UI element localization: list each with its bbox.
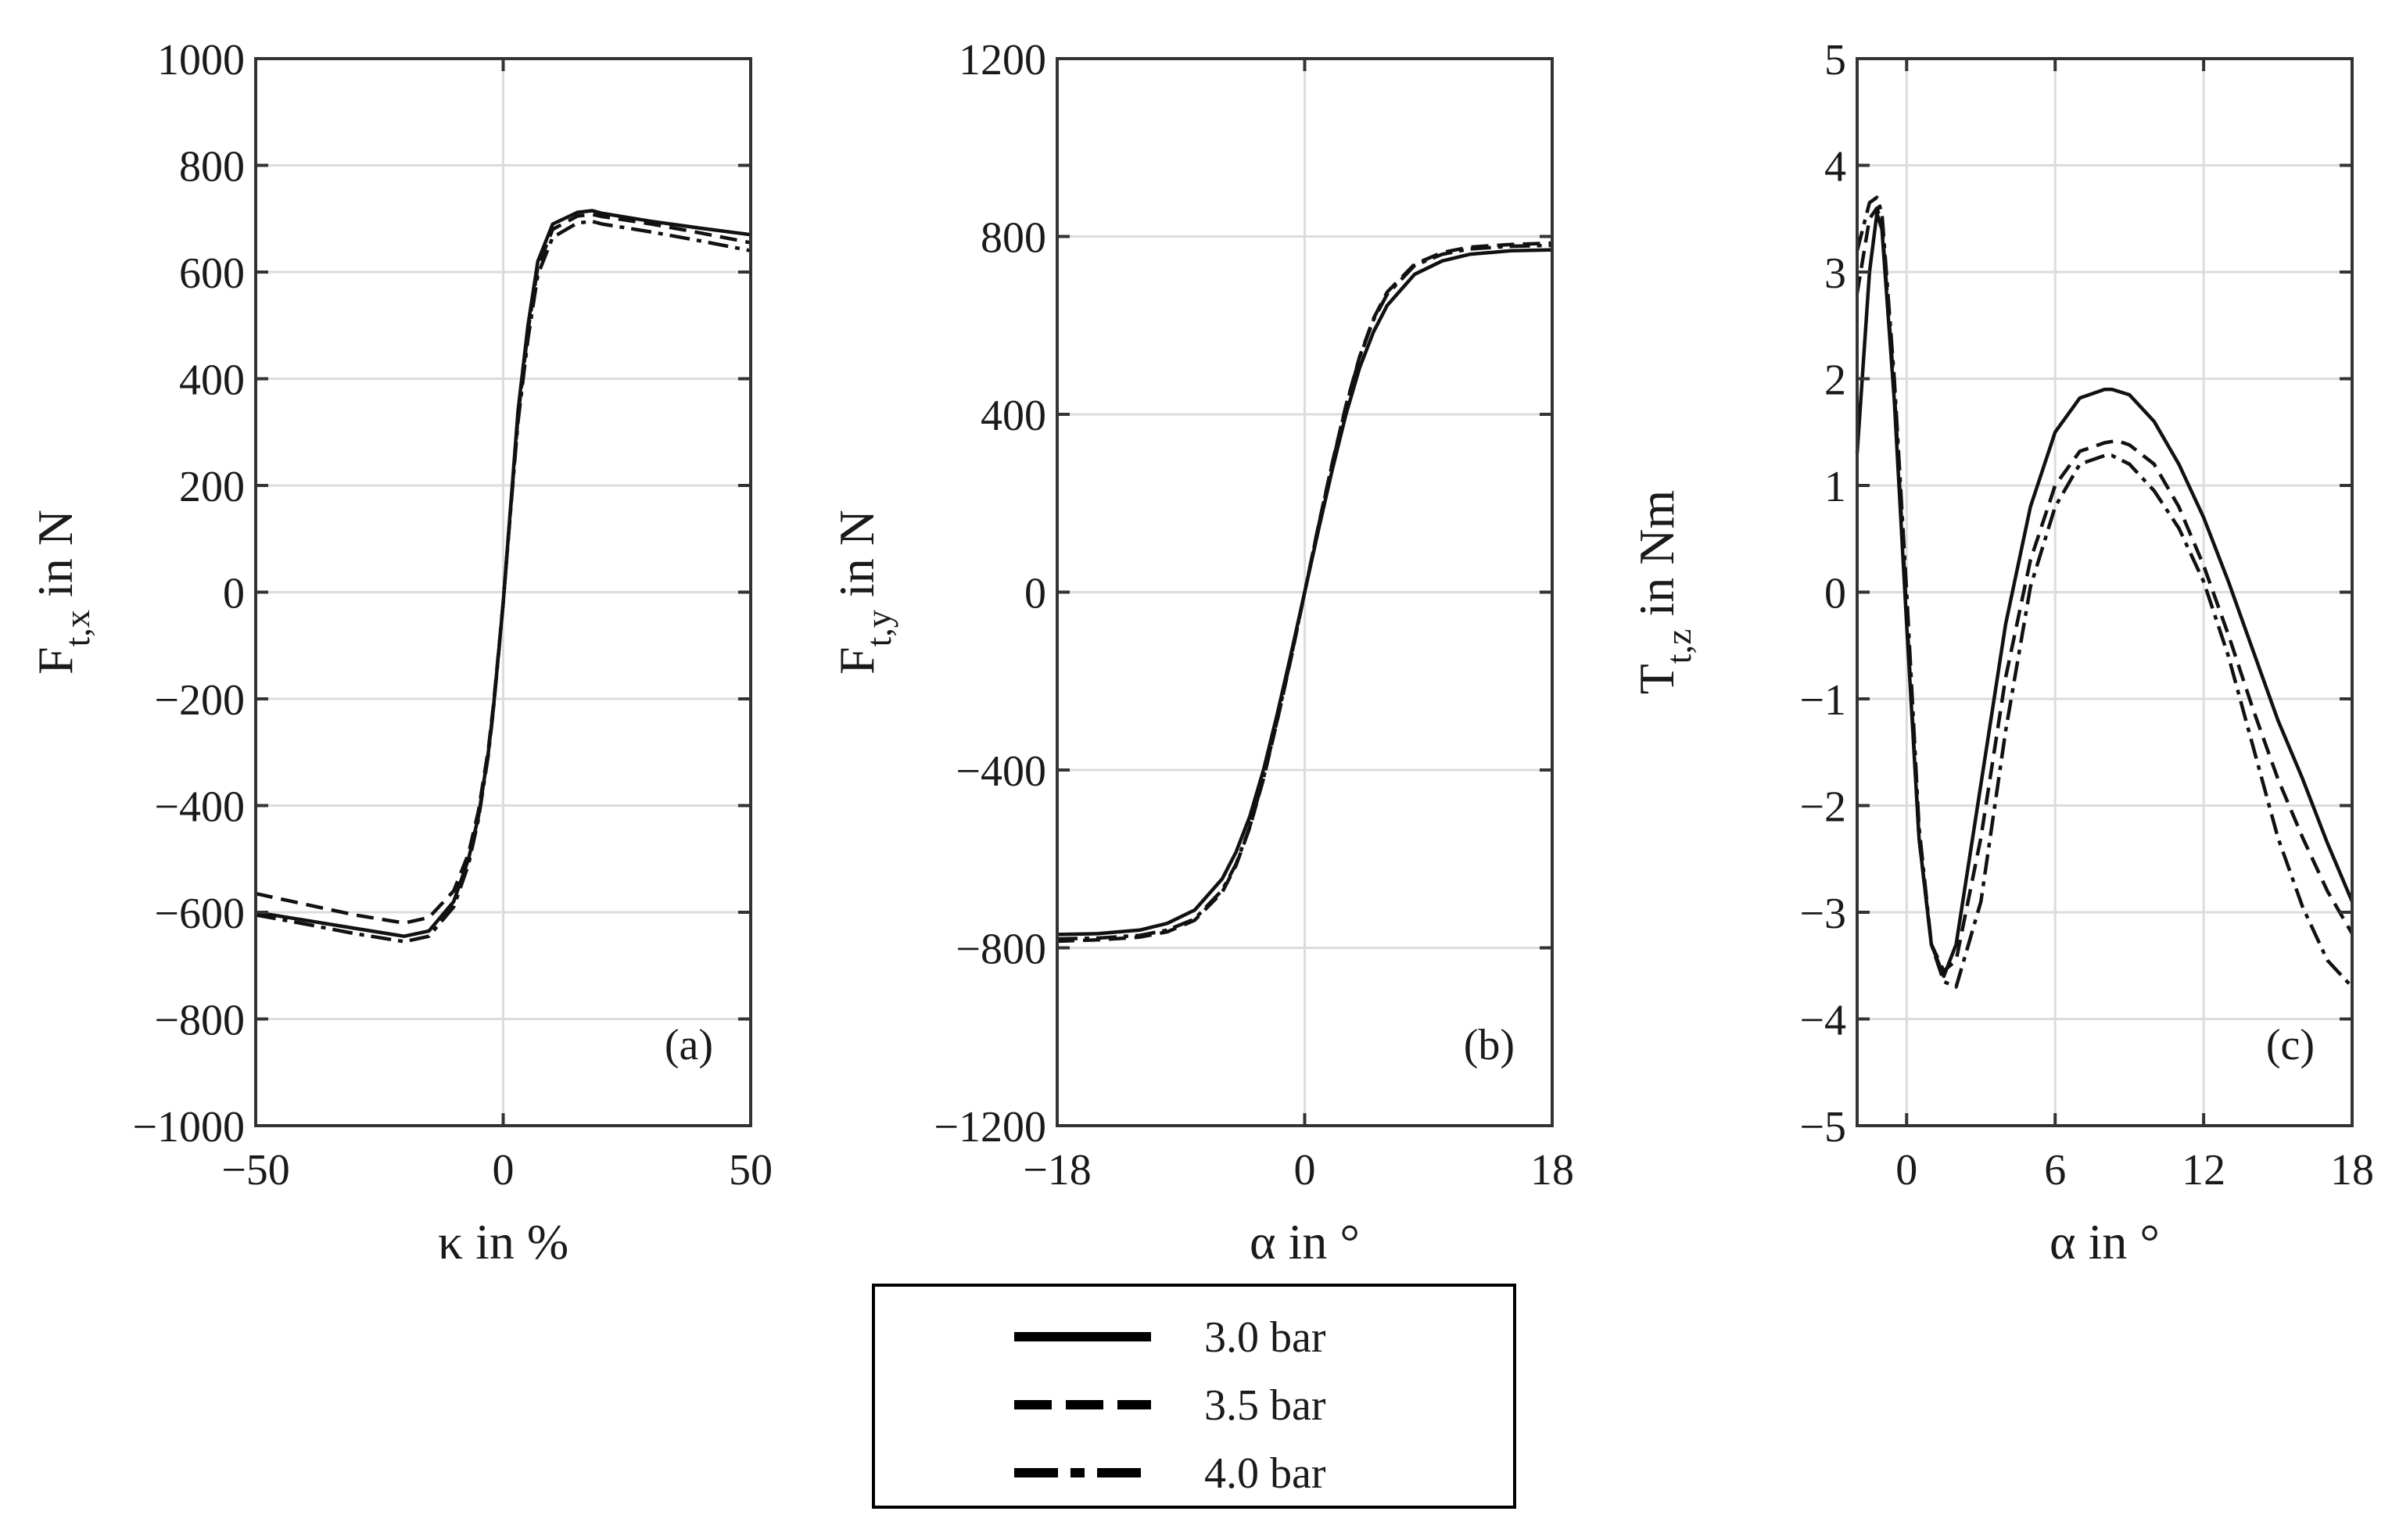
panel-c-label: (c) — [2266, 1021, 2315, 1069]
panel-b-ytick-label-2: −400 — [956, 747, 1046, 796]
legend-box — [872, 1284, 1516, 1509]
panel-c-xtick-label-0: 0 — [1895, 1146, 1917, 1194]
panel-c-ytick-label-10: 5 — [1824, 36, 1846, 84]
panel-b-series-2 — [1056, 243, 1553, 941]
panel-b-xlabel: α in ° — [1250, 1214, 1360, 1270]
panel-a-ytick-label-9: 800 — [179, 143, 245, 192]
panel-b-xtick-label-1: 0 — [1294, 1146, 1316, 1194]
panel-c-ytick-label-0: −5 — [1799, 1103, 1846, 1151]
panel-c-ytick-label-5: 0 — [1824, 570, 1846, 618]
panel-a-xtick-label-2: 50 — [729, 1146, 773, 1194]
panel-a-ytick-label-1: −800 — [154, 997, 245, 1045]
panel-a-series-2 — [255, 219, 751, 944]
panel-c-ytick-label-4: −1 — [1799, 676, 1846, 725]
panel-c-xlabel: α in ° — [2050, 1214, 2160, 1270]
panel-b-xtick-label-0: −18 — [1023, 1146, 1092, 1194]
panel-a-ytick-label-10: 1000 — [157, 36, 245, 84]
panel-a-ytick-label-0: −1000 — [132, 1103, 245, 1151]
panel-c-xtick-label-1: 6 — [2044, 1146, 2066, 1194]
panel-c-ylabel: Tt,z in Nm — [1629, 490, 1698, 695]
legend-label-1: 3.5 bar — [1204, 1381, 1326, 1430]
panel-a-xtick-label-0: −50 — [221, 1146, 290, 1194]
panel-c-ytick-label-1: −4 — [1799, 997, 1846, 1045]
panel-a-ytick-label-6: 200 — [179, 463, 245, 511]
panel-a-series-1 — [255, 213, 751, 925]
panel-c-series-1 — [1855, 206, 2354, 973]
panel-a-xtick-label-1: 0 — [493, 1146, 515, 1194]
panel-a-ytick-label-3: −400 — [154, 783, 245, 832]
panel-a-ylabel: Ft,x in N — [27, 510, 97, 675]
panel-a-label: (a) — [665, 1021, 713, 1069]
panel-b-label: (b) — [1464, 1021, 1515, 1069]
panel-a-ytick-label-2: −600 — [154, 890, 245, 938]
panel-c-ytick-label-7: 2 — [1824, 356, 1846, 405]
panel-a-ytick-label-4: −200 — [154, 676, 245, 725]
legend-label-2: 4.0 bar — [1204, 1449, 1326, 1498]
panel-a-ytick-label-8: 600 — [179, 249, 245, 298]
panel-c-ytick-label-8: 3 — [1824, 249, 1846, 298]
panel-b-chart: −1200 −800 −400 0 400 800 1200 −18 0 18 α in ° Ft,y… — [829, 36, 1574, 1270]
panel-a-chart: −1000 −800 −600 −400 −200 0 200 400 600 800 1000 −5… — [27, 36, 773, 1270]
panel-c-ytick-label-2: −3 — [1799, 890, 1846, 938]
panel-b-xtick-label-2: 18 — [1530, 1146, 1574, 1194]
panel-a-ytick-label-5: 0 — [223, 570, 245, 618]
panel-b-ytick-label-3: 0 — [1024, 570, 1046, 618]
panel-c-ytick-label-6: 1 — [1824, 463, 1846, 511]
panel-c-series-0 — [1855, 211, 2354, 979]
panel-b-ytick-label-5: 800 — [981, 214, 1046, 263]
panel-b-ylabel: Ft,y in N — [829, 510, 898, 675]
panel-b-ytick-label-1: −800 — [956, 926, 1046, 974]
legend-label-0: 3.0 bar — [1204, 1313, 1326, 1362]
panel-c-series-2 — [1855, 195, 2354, 989]
legend: 3.0 bar 3.5 bar 4.0 bar — [872, 1284, 1516, 1509]
panel-b-ytick-label-0: −1200 — [934, 1103, 1046, 1151]
panel-c-ytick-label-9: 4 — [1824, 143, 1846, 192]
panel-c-xtick-label-2: 12 — [2182, 1146, 2225, 1194]
panel-a-ytick-label-7: 400 — [179, 356, 245, 405]
panel-b-ytick-label-6: 1200 — [959, 36, 1046, 84]
panel-c-xtick-label-3: 18 — [2330, 1146, 2374, 1194]
panel-b-ytick-label-4: 400 — [981, 392, 1046, 440]
panel-a-xlabel: κ in % — [438, 1214, 568, 1270]
panel-c-ytick-label-3: −2 — [1799, 783, 1846, 832]
